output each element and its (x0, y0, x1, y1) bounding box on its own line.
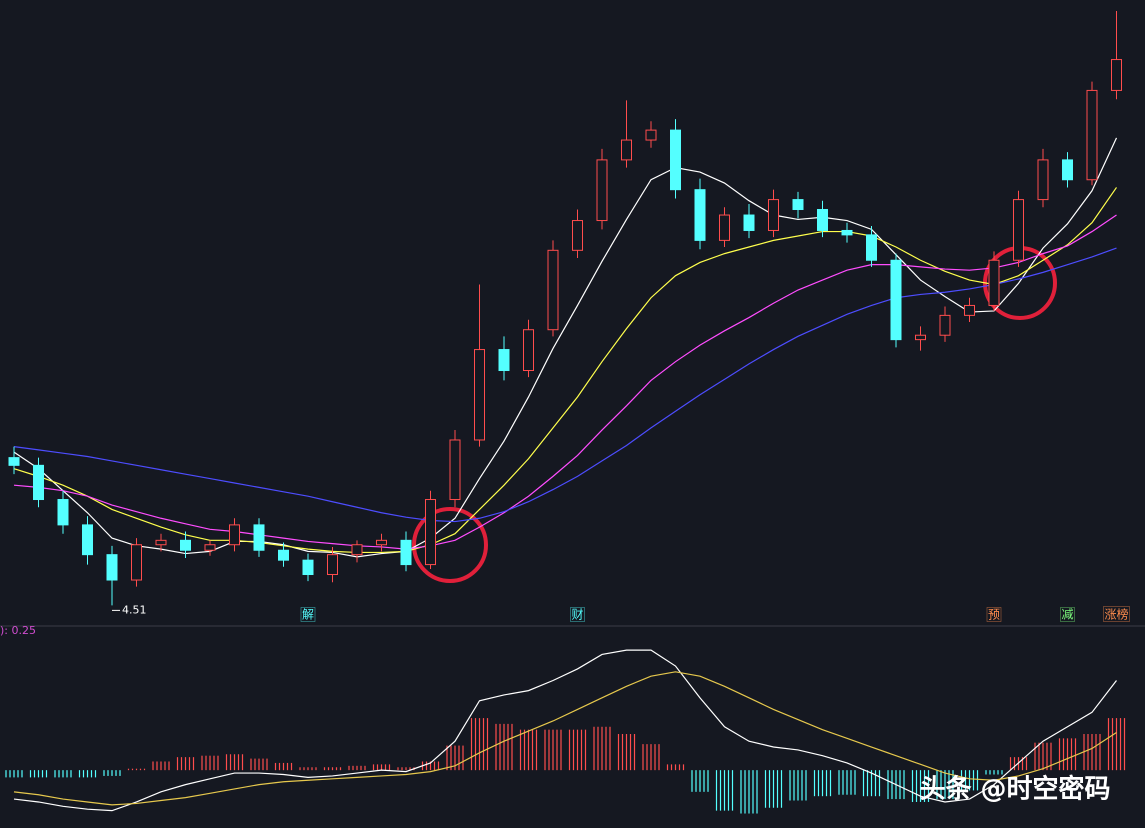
moving-average (13, 187, 1117, 554)
candle-body (670, 129, 681, 191)
candle-body (817, 209, 828, 231)
candle-body (547, 249, 559, 331)
event-marker-box (570, 607, 585, 622)
candle-body (131, 544, 142, 581)
event-marker: 减 (1061, 608, 1073, 622)
macd-line (13, 649, 1117, 812)
candle-body (841, 229, 853, 236)
candle-body (915, 334, 926, 341)
highlight-circle (412, 507, 488, 583)
candle-body (572, 220, 583, 251)
candle-body (449, 439, 461, 501)
event-marker: 解 (302, 608, 314, 622)
event-marker-box (300, 607, 316, 622)
candle-body (1037, 159, 1049, 201)
candle-body (253, 524, 265, 551)
candle-body (645, 129, 657, 141)
candle-body (400, 539, 412, 566)
candle-body (743, 214, 755, 231)
candle-body (719, 214, 730, 241)
candle-body (302, 559, 314, 576)
candle-body (792, 199, 804, 211)
candle-body (106, 554, 118, 581)
candle-body (768, 199, 779, 231)
candle-body (229, 524, 240, 546)
candle-body (33, 464, 44, 501)
event-marker-box (986, 607, 1002, 622)
candle-body (278, 549, 289, 561)
candle-body (57, 499, 69, 526)
candle-body (939, 314, 951, 336)
event-marker-box (1060, 607, 1075, 622)
event-marker: 财 (571, 608, 583, 622)
candle-body (376, 539, 387, 546)
candle-body (180, 539, 191, 551)
event-marker-box (1103, 606, 1130, 622)
candle-body (1086, 89, 1098, 181)
candle-body (425, 499, 436, 566)
candle-body (523, 329, 534, 372)
candle-body (988, 259, 1000, 306)
candle-body (8, 457, 20, 466)
indicator-title: ): 0.25 (0, 624, 36, 637)
low-price-label: 4.51 (122, 603, 147, 616)
candle-body (694, 189, 706, 241)
moving-average (13, 137, 1118, 558)
candle-body (351, 544, 363, 556)
candle-body (1111, 59, 1122, 91)
candle-body (1062, 159, 1073, 181)
event-marker: 预 (988, 608, 1000, 622)
watermark: 头条 @时空密码 (919, 774, 1110, 805)
moving-average (13, 214, 1117, 550)
candle-body (327, 554, 338, 576)
candle-body (204, 544, 216, 551)
candle-body (82, 524, 93, 556)
candle-body (596, 159, 608, 222)
candle-body (474, 349, 485, 441)
moving-average (13, 247, 1117, 523)
candle-body (890, 259, 902, 341)
candle-body (1013, 199, 1024, 261)
candle-body (866, 234, 877, 261)
candle-body (155, 539, 167, 546)
event-marker: 涨榜 (1104, 607, 1128, 622)
candle-body (498, 349, 510, 372)
candle-body (964, 304, 975, 316)
candle-body (621, 139, 632, 161)
macd-line (13, 671, 1117, 806)
